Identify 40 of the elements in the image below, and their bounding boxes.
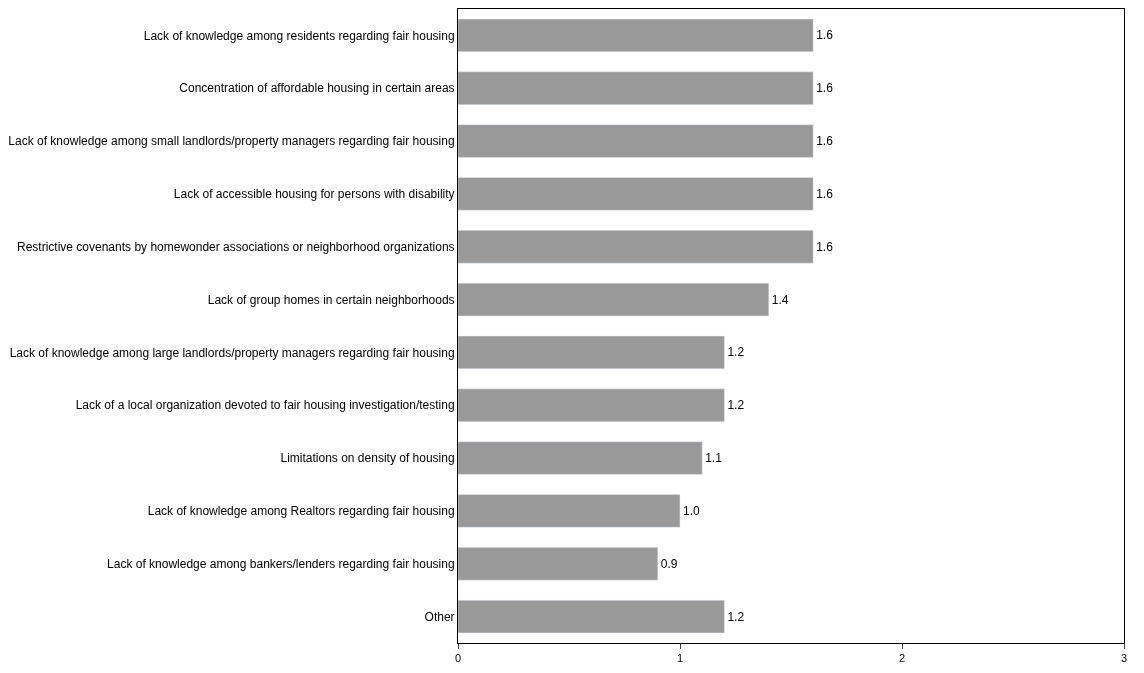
data-label: 0.9 [660,556,678,571]
y-tick-label: Lack of knowledge among Realtors regarding fair housing [147,504,455,519]
data-label: 1.6 [816,81,834,96]
data-label: 1.2 [727,345,745,360]
data-label: 1.4 [771,292,789,307]
x-tick-label: 0 [454,652,462,665]
y-tick-label: Lack of knowledge among bankers/lenders regarding fair housing [107,556,455,571]
bar [458,18,814,53]
data-label: 1.6 [816,28,834,43]
bar [458,177,814,211]
data-label: 1.1 [705,451,723,466]
data-label: 1.6 [816,186,834,201]
y-tick-label: Lack of knowledge among small landlords/property managers regarding fair housing [8,134,455,149]
bar [458,441,703,475]
data-label: 1.2 [727,609,745,624]
bar [458,124,814,158]
data-label: 1.2 [727,398,745,413]
bar [458,599,725,634]
bar [458,282,770,317]
y-tick-label: Lack of knowledge among large landlords/property managers regarding fair housing [9,345,455,360]
y-tick-label: Concentration of affordable housing in certain areas [179,81,455,96]
bar [458,335,725,370]
y-tick-label: Other [424,609,455,624]
data-label: 1.6 [816,239,834,254]
y-tick-label: Lack of group homes in certain neighborhoods [207,292,455,307]
y-tick-label: Lack of a local organization devoted to fair housing investigation/testing [75,398,455,413]
data-label: 1.0 [683,503,701,518]
x-tick-label: 2 [898,652,906,665]
bar [458,71,814,105]
y-tick-label: Lack of knowledge among residents regarding fair housing [143,28,455,43]
bar [458,230,814,264]
y-tick-label: Restrictive covenants by homewonder associations or neighborhood organizations [17,239,455,254]
bar [458,494,681,528]
y-tick-label: Limitations on density of housing [280,451,455,466]
y-tick-label: Lack of accessible housing for persons with disability [173,187,455,202]
bar [458,547,659,581]
x-tick-label: 3 [1120,652,1128,665]
data-label: 1.6 [816,134,834,149]
x-tick-label: 1 [676,652,684,665]
bar [458,388,725,422]
